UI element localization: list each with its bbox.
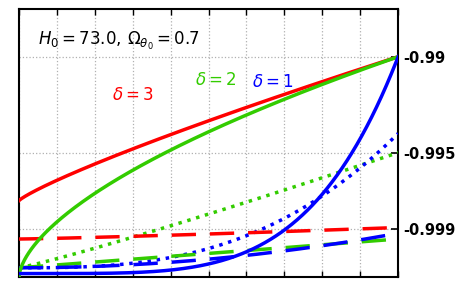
Text: $\delta=3$: $\delta=3$ [112,86,154,104]
Text: $\delta=2$: $\delta=2$ [195,71,237,89]
Text: $\delta=1$: $\delta=1$ [252,73,294,91]
Text: $H_0 = 73.0,\, \Omega_{\theta_0} = 0.7$: $H_0 = 73.0,\, \Omega_{\theta_0} = 0.7$ [38,30,199,52]
